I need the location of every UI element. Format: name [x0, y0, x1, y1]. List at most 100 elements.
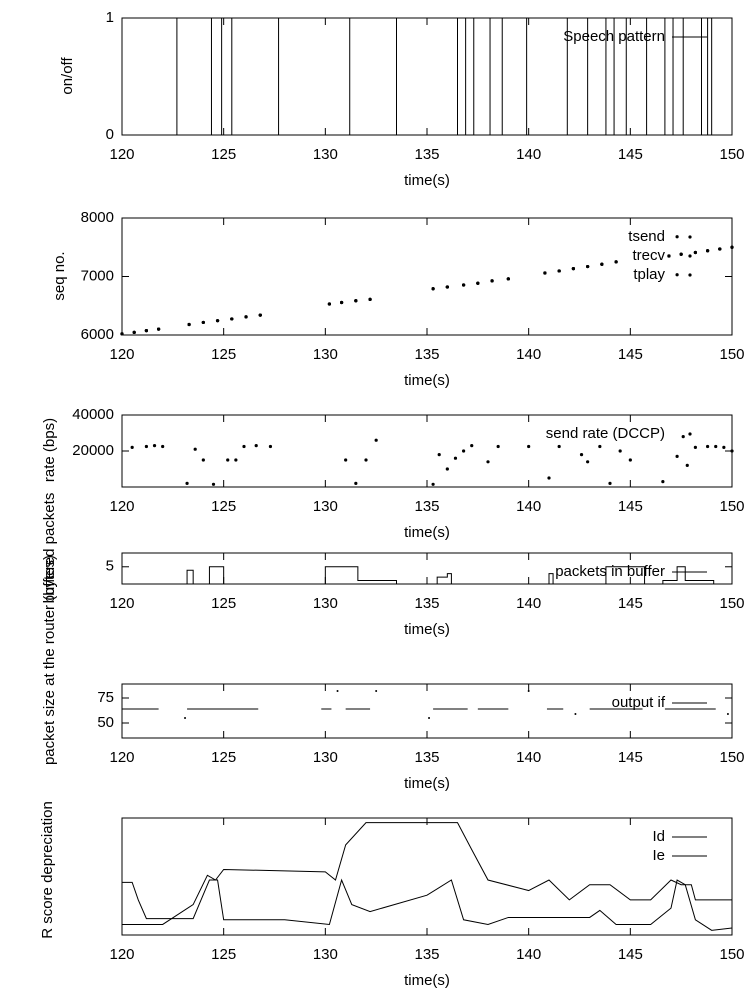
x-tick-label: 140: [516, 146, 541, 163]
data-point: [726, 713, 729, 715]
data-point: [586, 264, 590, 269]
x-tick-label: 150: [719, 946, 744, 963]
data-point: [453, 456, 458, 460]
data-point: [730, 449, 734, 453]
x-tick-label: 140: [516, 946, 541, 963]
y-tick-label: 40000: [72, 406, 114, 423]
y-axis-label: buffered packets: [41, 493, 58, 604]
y-axis-label: seq no.: [51, 251, 68, 300]
x-axis-label: time(s): [404, 621, 450, 638]
x-tick-label: 130: [313, 749, 338, 766]
x-tick-label: 145: [618, 749, 643, 766]
data-point: [527, 690, 530, 692]
x-tick-label: 135: [414, 498, 439, 515]
x-axis-label: time(s): [404, 972, 450, 989]
x-axis-label: time(s): [404, 775, 450, 792]
x-tick-label: 125: [211, 498, 236, 515]
data-point: [201, 320, 205, 325]
x-tick-label: 120: [109, 946, 134, 963]
legend-key: [688, 235, 692, 239]
data-point: [161, 444, 165, 449]
data-point: [600, 262, 604, 266]
x-tick-label: 120: [109, 346, 134, 363]
x-tick-label: 130: [313, 946, 338, 963]
x-tick-label: 120: [109, 749, 134, 766]
y-axis-label: packet size at the router (bytes): [41, 555, 58, 765]
data-point: [368, 297, 372, 301]
data-point: [437, 453, 441, 457]
legend-label: trecv: [632, 247, 665, 264]
data-point: [132, 330, 136, 334]
data-point: [706, 444, 710, 449]
data-point: [681, 435, 685, 439]
data-point: [336, 690, 339, 692]
data-point: [445, 285, 449, 289]
data-point: [215, 319, 220, 323]
legend-label: packets in buffer: [555, 563, 665, 580]
x-tick-label: 145: [618, 146, 643, 163]
y-axis-label: R score depreciation: [39, 801, 56, 939]
data-point: [675, 235, 679, 239]
x-tick-label: 125: [211, 749, 236, 766]
y-tick-label: 6000: [81, 326, 114, 343]
data-point: [428, 717, 431, 719]
data-point: [157, 327, 161, 331]
data-point: [547, 476, 551, 480]
x-tick-label: 140: [516, 595, 541, 612]
data-point: [490, 279, 494, 283]
data-point: [722, 445, 726, 449]
y-tick-label: 1: [106, 9, 114, 26]
x-tick-label: 135: [414, 146, 439, 163]
legend-label: tplay: [633, 266, 665, 283]
data-point: [675, 454, 679, 458]
data-point: [193, 447, 197, 451]
x-tick-label: 145: [618, 946, 643, 963]
data-point: [254, 444, 258, 448]
plot-frame: [121, 683, 733, 739]
data-point: [462, 283, 466, 287]
data-point: [120, 332, 124, 336]
data-point: [431, 287, 435, 291]
x-tick-label: 150: [719, 346, 744, 363]
data-point: [496, 444, 500, 449]
data-point: [718, 247, 722, 251]
legend-key: [688, 254, 692, 258]
data-point: [374, 438, 378, 442]
data-point: [685, 463, 689, 467]
data-point: [226, 458, 230, 462]
data-point: [327, 302, 331, 306]
data-point: [579, 453, 584, 457]
x-tick-label: 120: [109, 498, 134, 515]
legend-label: output if: [612, 694, 666, 711]
x-tick-label: 125: [211, 146, 236, 163]
legend-key: [688, 432, 692, 436]
data-point: [506, 277, 510, 281]
x-tick-label: 150: [719, 146, 744, 163]
x-tick-label: 140: [516, 749, 541, 766]
data-point: [667, 254, 671, 258]
data-point: [144, 329, 148, 333]
data-point: [354, 481, 358, 485]
legend-label: tsend: [628, 228, 665, 245]
x-tick-label: 135: [414, 346, 439, 363]
y-tick-label: 0: [106, 126, 114, 143]
data-point: [693, 445, 698, 449]
data-point: [470, 444, 474, 448]
x-tick-label: 145: [618, 595, 643, 612]
x-tick-label: 130: [313, 146, 338, 163]
y-tick-label: 50: [97, 714, 114, 731]
data-point: [364, 458, 368, 462]
x-tick-label: 125: [211, 346, 236, 363]
data-point: [661, 480, 665, 484]
data-point: [557, 269, 561, 273]
data-point: [486, 460, 490, 464]
data-point: [184, 717, 187, 719]
data-point: [608, 481, 612, 485]
data-point: [431, 482, 435, 486]
data-point: [586, 460, 590, 464]
data-point: [211, 482, 216, 486]
x-tick-label: 120: [109, 146, 134, 163]
data-point: [476, 281, 480, 285]
x-tick-label: 140: [516, 346, 541, 363]
data-point: [268, 444, 273, 449]
